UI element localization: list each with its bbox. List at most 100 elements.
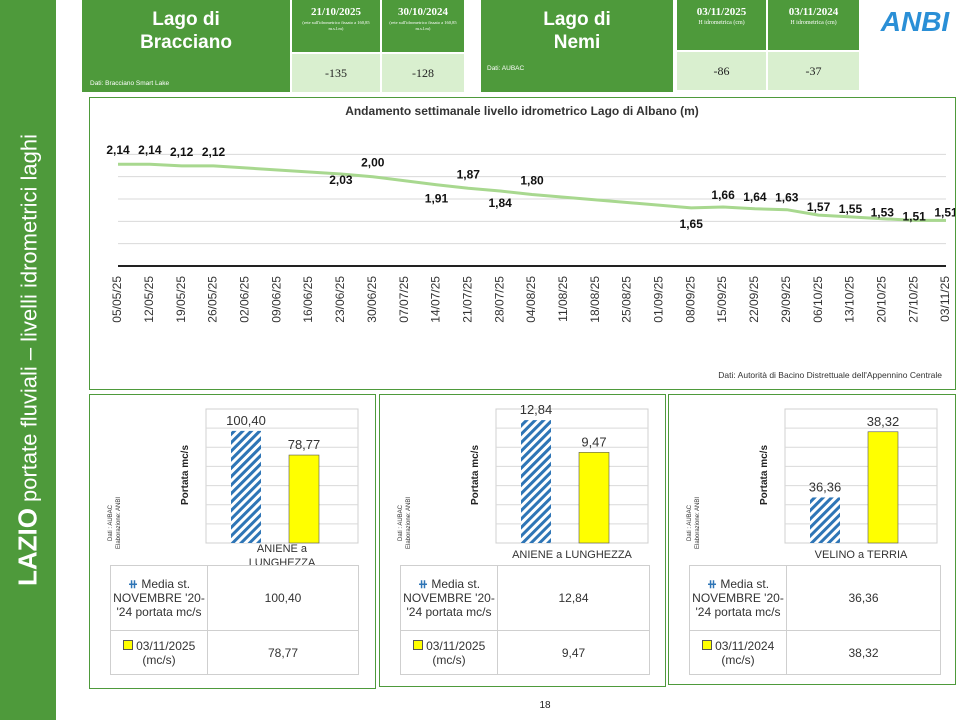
- table-velino-row2-value: 38,32: [786, 630, 941, 675]
- line-chart-x-tick: 27/10/25: [906, 276, 920, 323]
- bracciano-col1-value: -135: [292, 54, 380, 92]
- side-banner: LAZIO portate fluviali – livelli idrometr…: [0, 0, 56, 720]
- nemi-col1-value: -86: [677, 52, 766, 90]
- bracciano-col1-sub: (rete sull'idrometrico fissato a 160,85 …: [302, 20, 370, 31]
- bracciano-title-line2: Bracciano: [140, 32, 232, 53]
- bar-y-axis-title: Portata mc/s: [759, 445, 770, 505]
- bar-panel-velino: 36,36 38,32 VELINO a TERRIA Portata mc/s Dat…: [668, 394, 956, 685]
- bar-side-note: Dati : AUBAC: [687, 504, 693, 541]
- bar-station-label: LUNGHEZZA: [249, 557, 316, 567]
- table-velino-row2-label: 03/11/2024 (mc/s): [715, 638, 775, 667]
- line-chart-data-label: 1,63: [775, 191, 799, 205]
- line-chart-series: [118, 162, 946, 222]
- bracciano-col1-date: 21/10/2025: [310, 6, 362, 18]
- nemi-title: Lago di Nemi: [481, 8, 673, 54]
- line-chart-data-label: 1,57: [807, 200, 831, 214]
- bar-y-axis-title: Portata mc/s: [180, 445, 191, 505]
- bracciano-col2-value: -128: [382, 54, 464, 92]
- table-tevere-row2-label-cell: 03/11/2025 (mc/s): [110, 630, 208, 675]
- nemi-col1-header: 03/11/2025 H idrometrica (cm): [677, 0, 766, 50]
- bracciano-col2-sub: (rete sull'idrometrico fissato a 160,85 …: [389, 20, 457, 31]
- line-chart-data-label: 2,12: [170, 145, 194, 159]
- table-aniene-row2-label-cell: 03/11/2025 (mc/s): [400, 630, 498, 675]
- line-chart-x-tick: 04/08/25: [524, 276, 538, 323]
- line-chart-x-tick: 01/09/25: [652, 276, 666, 323]
- banner-title: LAZIO portate fluviali – livelli idrometr…: [13, 134, 44, 586]
- line-chart-data-label: 1,51: [902, 209, 926, 223]
- bar-panel-tevere: 100,40 78,77 ANIENE a LUNGHEZZA Portata mc/s…: [89, 394, 376, 689]
- bar-data-label: 38,32: [867, 414, 900, 429]
- line-chart-data-label: 2,03: [329, 173, 353, 187]
- line-chart-data-label: 1,53: [871, 206, 895, 220]
- bar-data-label: 100,40: [226, 413, 266, 428]
- bracciano-source: Dati: Bracciano Smart Lake: [90, 80, 170, 87]
- banner-title-rest: portate fluviali – livelli idrometrici l…: [16, 133, 42, 503]
- nemi-col2-sub: H idrometrica (cm): [790, 20, 837, 26]
- bar-current: [578, 452, 610, 544]
- bar-current: [867, 431, 899, 544]
- line-chart-x-tick: 26/05/25: [206, 276, 220, 323]
- line-chart-data-label: 2,12: [202, 145, 226, 159]
- bar-chart-aniene: 12,84 9,47 ANIENE a LUNGHEZZA Portata mc/s D…: [398, 402, 649, 561]
- line-chart-x-tick: 12/05/25: [142, 276, 156, 323]
- line-chart-x-tick: 30/06/25: [365, 276, 379, 323]
- line-chart-x-tick: 13/10/25: [843, 276, 857, 323]
- bracciano-title-line1: Lago di: [152, 9, 220, 30]
- table-velino-row1-value: 36,36: [786, 564, 941, 632]
- line-chart-data-label: 1,91: [425, 192, 449, 206]
- nemi-title-line1: Lago di: [543, 9, 611, 30]
- table-aniene-row2-value: 9,47: [497, 630, 650, 675]
- bracciano-col2-date: 30/10/2024: [397, 6, 449, 18]
- line-chart-data-label: 1,64: [743, 190, 767, 204]
- line-chart-x-tick: 11/08/25: [556, 276, 570, 322]
- bar-plot-area: [495, 408, 649, 544]
- line-chart-data-label: 1,80: [520, 174, 544, 188]
- line-chart-data-label: 1,51: [934, 205, 955, 219]
- anbi-logo: ANBI: [876, 0, 954, 38]
- bar-plot-area: [205, 408, 359, 544]
- bar-station-label: ANIENE a LUNGHEZZA: [512, 549, 632, 561]
- line-chart-x-tick: 20/10/25: [874, 276, 888, 323]
- table-tevere-row1-label: Media st. NOVEMBRE '20-'24 portata mc/s: [113, 577, 205, 620]
- bracciano-col2-header: 30/10/2024 (rete sull'idrometrico fissat…: [382, 0, 464, 52]
- bar-side-note: Elaborazione: ANBI: [695, 497, 701, 549]
- bar-chart-tevere: 100,40 78,77 ANIENE a LUNGHEZZA Portata mc/s…: [108, 408, 359, 567]
- table-aniene-row2-label: 03/11/2025 (mc/s): [426, 638, 486, 667]
- line-chart-x-tick: 14/07/25: [429, 276, 443, 323]
- banner-title-bold: LAZIO: [12, 508, 43, 587]
- nemi-source: Dati: AUBAC: [487, 65, 525, 72]
- nemi-title-line2: Nemi: [553, 32, 601, 53]
- line-chart-x-tick: 22/09/25: [747, 276, 761, 323]
- line-chart-data-label: 2,14: [106, 143, 130, 157]
- nemi-block: Lago di Nemi Dati: AUBAC: [481, 0, 673, 92]
- table-aniene: ⧺ Media st. NOVEMBRE '20-'24 portata mc/…: [400, 564, 650, 675]
- bar-average: [810, 497, 840, 543]
- bracciano-col1-header: 21/10/2025 (rete sull'idrometrico fissat…: [292, 0, 380, 52]
- albano-chart-panel: Andamento settimanale livello idrometric…: [89, 97, 958, 390]
- bar-station-label: VELINO a TERRIA: [815, 549, 908, 561]
- line-chart-x-tick: 08/09/25: [683, 276, 697, 323]
- line-chart-x-tick: 25/08/25: [620, 276, 634, 323]
- table-tevere-row2-value: 78,77: [207, 630, 359, 675]
- table-tevere-row2-label: 03/11/2025 (mc/s): [136, 638, 196, 667]
- bar-data-label: 78,77: [288, 437, 321, 452]
- bar-side-note: Dati : AUBAC: [108, 504, 114, 541]
- bar-plot-area: [784, 408, 938, 544]
- line-chart-x-tick: 23/06/25: [333, 276, 347, 323]
- bar-side-note: Dati : AUBAC: [398, 504, 404, 541]
- line-chart-x-tick: 18/08/25: [588, 276, 602, 323]
- line-chart-x-tick: 05/05/25: [110, 276, 124, 323]
- nemi-col2-header: 03/11/2024 H idrometrica (cm): [768, 0, 859, 50]
- table-velino-row2-label-cell: 03/11/2024 (mc/s): [689, 630, 787, 675]
- bar-station-label: ANIENE a: [257, 543, 308, 555]
- line-chart-data-label: 1,66: [711, 188, 735, 202]
- bar-data-label: 9,47: [581, 434, 606, 449]
- line-chart-x-tick: 06/10/25: [811, 276, 825, 323]
- bracciano-block: Lago di Bracciano Dati: Bracciano Smart …: [82, 0, 290, 92]
- line-chart-data-label: 2,14: [138, 143, 162, 157]
- line-chart-source: Dati: Autorità di Bacino Distrettuale de…: [718, 370, 942, 380]
- line-chart-data-label: 1,87: [457, 167, 481, 181]
- bar-average: [231, 430, 261, 543]
- table-velino-row1-label: Media st. NOVEMBRE '20-'24 portata mc/s: [692, 577, 784, 620]
- anbi-logo-text: ANBI: [880, 6, 951, 37]
